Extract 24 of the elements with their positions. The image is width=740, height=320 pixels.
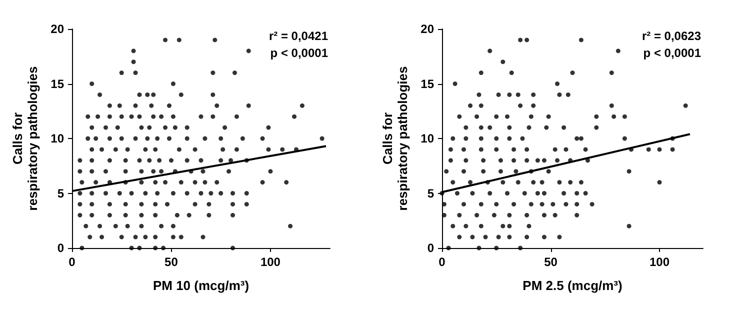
y-tick-label: 15	[50, 76, 64, 91]
y-axis-title: Calls for respiratory pathologies	[380, 66, 410, 211]
annotation: r² = 0,0623	[642, 29, 702, 43]
x-tick-label: 0	[438, 255, 446, 269]
annotation: p < 0,0001	[643, 46, 702, 60]
y-tick-label: 0	[427, 241, 434, 255]
annotation: p < 0,0001	[270, 46, 328, 60]
x-axis-title: PM 2.5 (mcg/m³)	[522, 278, 622, 293]
y-tick-label: 20	[50, 22, 64, 36]
y-tick-label: 5	[427, 186, 434, 200]
x-tick-label: 50	[164, 255, 178, 269]
annotation: r² = 0,0421	[268, 29, 328, 43]
x-tick-label: 50	[544, 255, 558, 269]
y-axis-title: Calls for respiratory pathologies	[10, 66, 40, 211]
x-tick-label: 100	[649, 255, 670, 269]
y-tick-label: 5	[57, 186, 64, 200]
y-tick-label: 10	[420, 132, 434, 146]
x-tick-label: 100	[260, 255, 281, 269]
y-tick-label: 0	[57, 241, 64, 255]
y-tick-label: 10	[50, 132, 64, 146]
x-axis-title: PM 10 (mcg/m³)	[152, 278, 250, 293]
x-tick-label: 0	[68, 255, 76, 269]
y-tick-label: 15	[420, 76, 434, 91]
y-tick-label: 20	[420, 22, 434, 36]
